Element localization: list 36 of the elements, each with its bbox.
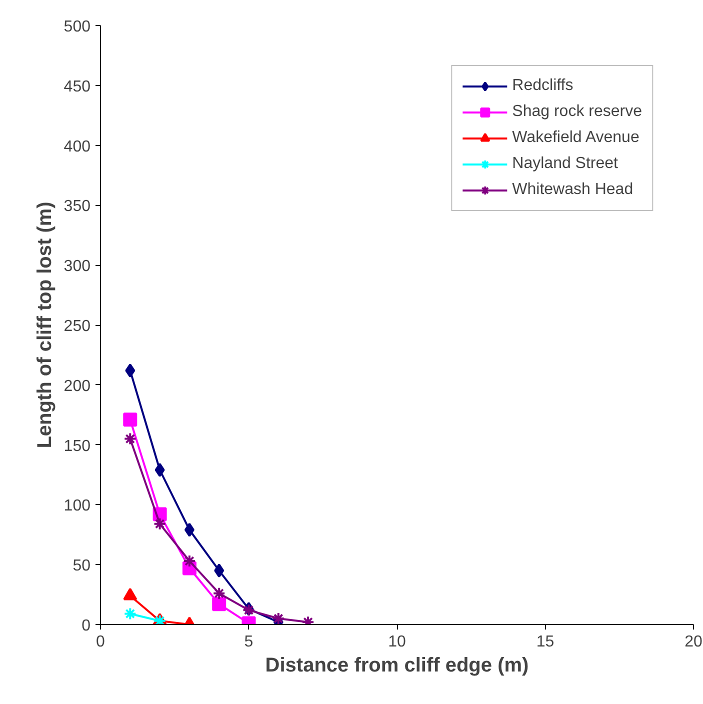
x-tick-label: 20 — [684, 634, 702, 650]
point — [123, 412, 138, 427]
legend-label: Redcliffs — [512, 77, 574, 95]
legend-label: Shag rock reserve — [512, 103, 642, 121]
point — [124, 432, 137, 446]
y-tick-label: 500 — [64, 18, 91, 36]
point — [272, 612, 285, 624]
point — [214, 564, 224, 578]
point — [123, 588, 138, 600]
legend-label: Wakefield Avenue — [512, 129, 640, 147]
y-tick-label: 150 — [64, 438, 91, 455]
point — [124, 607, 137, 620]
point — [212, 586, 226, 600]
y-tick-label: 200 — [64, 378, 91, 395]
x-axis-title: Distance from cliff edge (m) — [265, 654, 529, 676]
x-tick-label: 10 — [388, 634, 406, 650]
y-axis-title: Length of cliff top lost (m) — [34, 202, 56, 448]
x-tick-label: 5 — [244, 634, 254, 650]
y-tick-label: 50 — [72, 558, 91, 575]
point — [182, 554, 196, 568]
y-tick-label: 100 — [64, 498, 91, 515]
y-tick-label: 450 — [64, 78, 91, 96]
y-tick-label: 350 — [64, 198, 91, 216]
point — [125, 364, 136, 378]
y-tick-label: 400 — [64, 138, 91, 156]
legend-label: Whitewash Head — [512, 181, 634, 199]
point — [184, 522, 194, 537]
point — [154, 462, 165, 477]
x-tick-label: 0 — [96, 634, 106, 650]
y-tick-label: 250 — [64, 318, 91, 335]
point — [212, 597, 226, 612]
x-tick-label: 15 — [536, 634, 554, 650]
y-tick-label: 300 — [64, 258, 91, 276]
legend-label: Nayland Street — [512, 155, 618, 173]
y-tick-label: 0 — [82, 618, 91, 634]
point — [153, 517, 166, 530]
